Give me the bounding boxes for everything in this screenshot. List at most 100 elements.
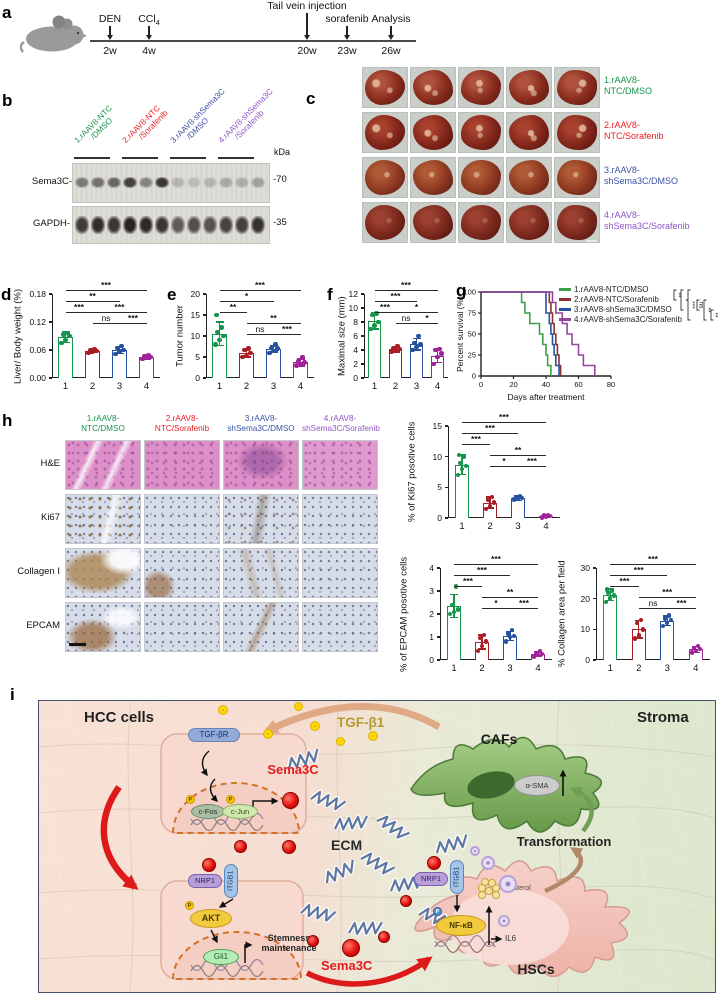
data-point — [368, 326, 373, 332]
liver-blob — [508, 159, 550, 196]
liver-blob — [556, 204, 598, 241]
blot-band — [139, 216, 153, 234]
plot-area — [596, 568, 710, 660]
sig-label: *** — [527, 456, 537, 466]
sig-label: *** — [74, 302, 84, 312]
caf-nucleus — [467, 771, 515, 799]
phospho-cjun: P — [226, 795, 235, 804]
legend-dash — [559, 308, 571, 311]
data-point — [433, 347, 438, 353]
error-cap-bottom — [215, 344, 224, 347]
diagram-artwork — [39, 701, 717, 994]
y-tick-label: 75 — [468, 309, 476, 318]
scale-bar-h — [69, 643, 86, 646]
ihc-image-r1c4 — [302, 440, 378, 490]
sig-label: ns — [101, 313, 111, 323]
liver-blob — [508, 69, 550, 106]
sig-label: *** — [101, 280, 111, 290]
blot-band — [187, 177, 201, 188]
tgfb1-ligand — [337, 738, 344, 745]
error-cap-top — [215, 321, 224, 323]
plot-area — [52, 294, 160, 378]
il6-dot — [498, 915, 510, 927]
x-tick-label: 0 — [479, 380, 483, 389]
data-point — [298, 361, 303, 366]
y-tick-mark — [437, 636, 440, 638]
sig-label: *** — [471, 434, 481, 444]
data-point — [246, 346, 251, 351]
error-bar — [666, 616, 668, 626]
blot-lane-underline — [218, 157, 254, 159]
data-point — [370, 312, 375, 318]
liver-group-label-3: 3.rAAV8- shSema3C/DMSO — [604, 165, 679, 187]
timeline-arrow-stem — [306, 13, 308, 36]
data-point — [86, 350, 91, 355]
hsc-cytoplasm — [449, 889, 569, 965]
data-point — [669, 617, 674, 623]
background-mesh — [39, 701, 717, 994]
sig-label: *** — [689, 301, 696, 309]
sema3c-ligand — [282, 840, 296, 854]
legend-label: 2.rAAV8-NTC/Sorafenib — [574, 295, 659, 304]
ihc-row-label: H&E — [40, 458, 60, 469]
chart-maximal_size: Maximal size (mm) 0 2 4 6 8 10 12 1 2 3 4 *** *** *** *… — [336, 281, 454, 398]
sema3c-ligand — [307, 935, 319, 947]
phospho-cfos: P — [186, 795, 195, 804]
blot-band — [139, 177, 153, 188]
data-point — [269, 345, 274, 350]
error-bar — [638, 620, 640, 638]
y-tick-label: 0.12 — [29, 317, 46, 327]
blot-band — [155, 177, 169, 188]
tgfb1-ligand — [295, 703, 302, 710]
sig-label: ** — [89, 291, 96, 301]
sig-line — [510, 608, 538, 610]
y-tick-label: 2 — [353, 359, 358, 369]
liver-blob — [364, 69, 406, 106]
data-point — [491, 500, 497, 505]
error-cap-top — [450, 593, 458, 596]
y-tick-label: 4 — [429, 563, 434, 573]
data-point — [543, 514, 549, 519]
timeline-week-label: 4w — [142, 45, 156, 57]
mechanism-diagram: HCC cells Stroma TGF-β1 CAFs Transformat… — [38, 700, 717, 994]
blot-band — [219, 177, 233, 188]
data-point — [300, 354, 305, 360]
survival-curve-1 — [481, 291, 552, 376]
stroma-label: Stroma — [637, 709, 689, 726]
data-point — [374, 311, 379, 316]
cafs-label: CAFs — [480, 731, 518, 747]
error-cap-bottom — [458, 473, 466, 476]
y-tick-mark — [445, 517, 448, 519]
error-cap-bottom — [370, 328, 379, 330]
legend-dash — [559, 288, 571, 291]
error-cap-bottom — [433, 361, 442, 364]
y-tick-label: 8 — [353, 317, 358, 327]
y-tick-label: 50 — [468, 330, 476, 339]
liver-photo — [458, 157, 504, 198]
cholesterol-dot — [481, 878, 489, 886]
data-point — [608, 596, 613, 601]
chart-epcam: % of EPCAM posotive cells 0 1 2 3 4 1 2 3 4 *** ***… — [398, 552, 558, 698]
legend-item-4: 4.rAAV8-shSema3C/Sorafenib — [559, 315, 682, 324]
data-point — [414, 345, 419, 350]
data-point — [515, 496, 521, 502]
y-tick-label: 2 — [429, 609, 434, 619]
timeline-arrowhead — [145, 35, 152, 40]
signal-arrows — [100, 703, 594, 987]
data-point — [537, 649, 543, 654]
liver-photo — [554, 202, 600, 243]
sema3c-ligand — [342, 939, 360, 957]
sig-label: ns — [648, 598, 658, 608]
y-tick-label: 6 — [353, 331, 358, 341]
bar-group-1 — [603, 594, 618, 660]
sig-line — [454, 586, 482, 588]
y-tick-label: 25 — [468, 351, 476, 360]
liver-photo — [458, 112, 504, 153]
data-point — [67, 333, 72, 339]
sig-label: *** — [114, 302, 125, 312]
panel-letter-d: d — [1, 285, 12, 304]
data-point — [511, 497, 517, 502]
x-tick-label: 1 — [459, 521, 465, 532]
data-point — [691, 645, 696, 650]
sema3c-ligand — [378, 931, 390, 943]
